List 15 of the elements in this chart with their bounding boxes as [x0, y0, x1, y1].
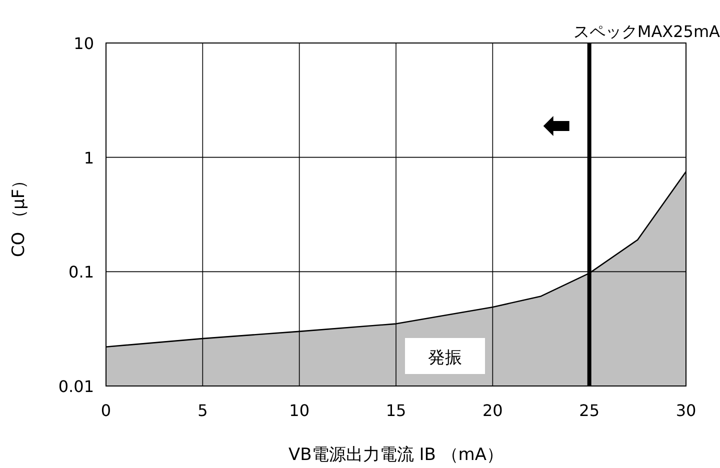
x-tick-label: 20 [482, 401, 503, 420]
annotation: 発振 [428, 348, 462, 368]
x-tick-label: 15 [386, 401, 406, 420]
y-tick-label: 10 [74, 34, 94, 53]
x-tick-label: 25 [579, 401, 600, 420]
x-tick-label: 0 [100, 401, 112, 420]
y-tick-label: 0.1 [68, 262, 94, 282]
x-tick-label: 30 [676, 401, 696, 420]
x-tick-label: 10 [289, 401, 310, 420]
x-axis-title: VB電源出力電流 IB （mA） [288, 445, 504, 465]
x-tick-label: 5 [198, 401, 208, 420]
y-tick-label: 0.01 [58, 377, 94, 396]
ref-line-label: スペックMAX25mA [573, 22, 720, 41]
y-tick-label: 1 [84, 148, 94, 168]
y-axis-title: CO （μF） [9, 172, 29, 258]
